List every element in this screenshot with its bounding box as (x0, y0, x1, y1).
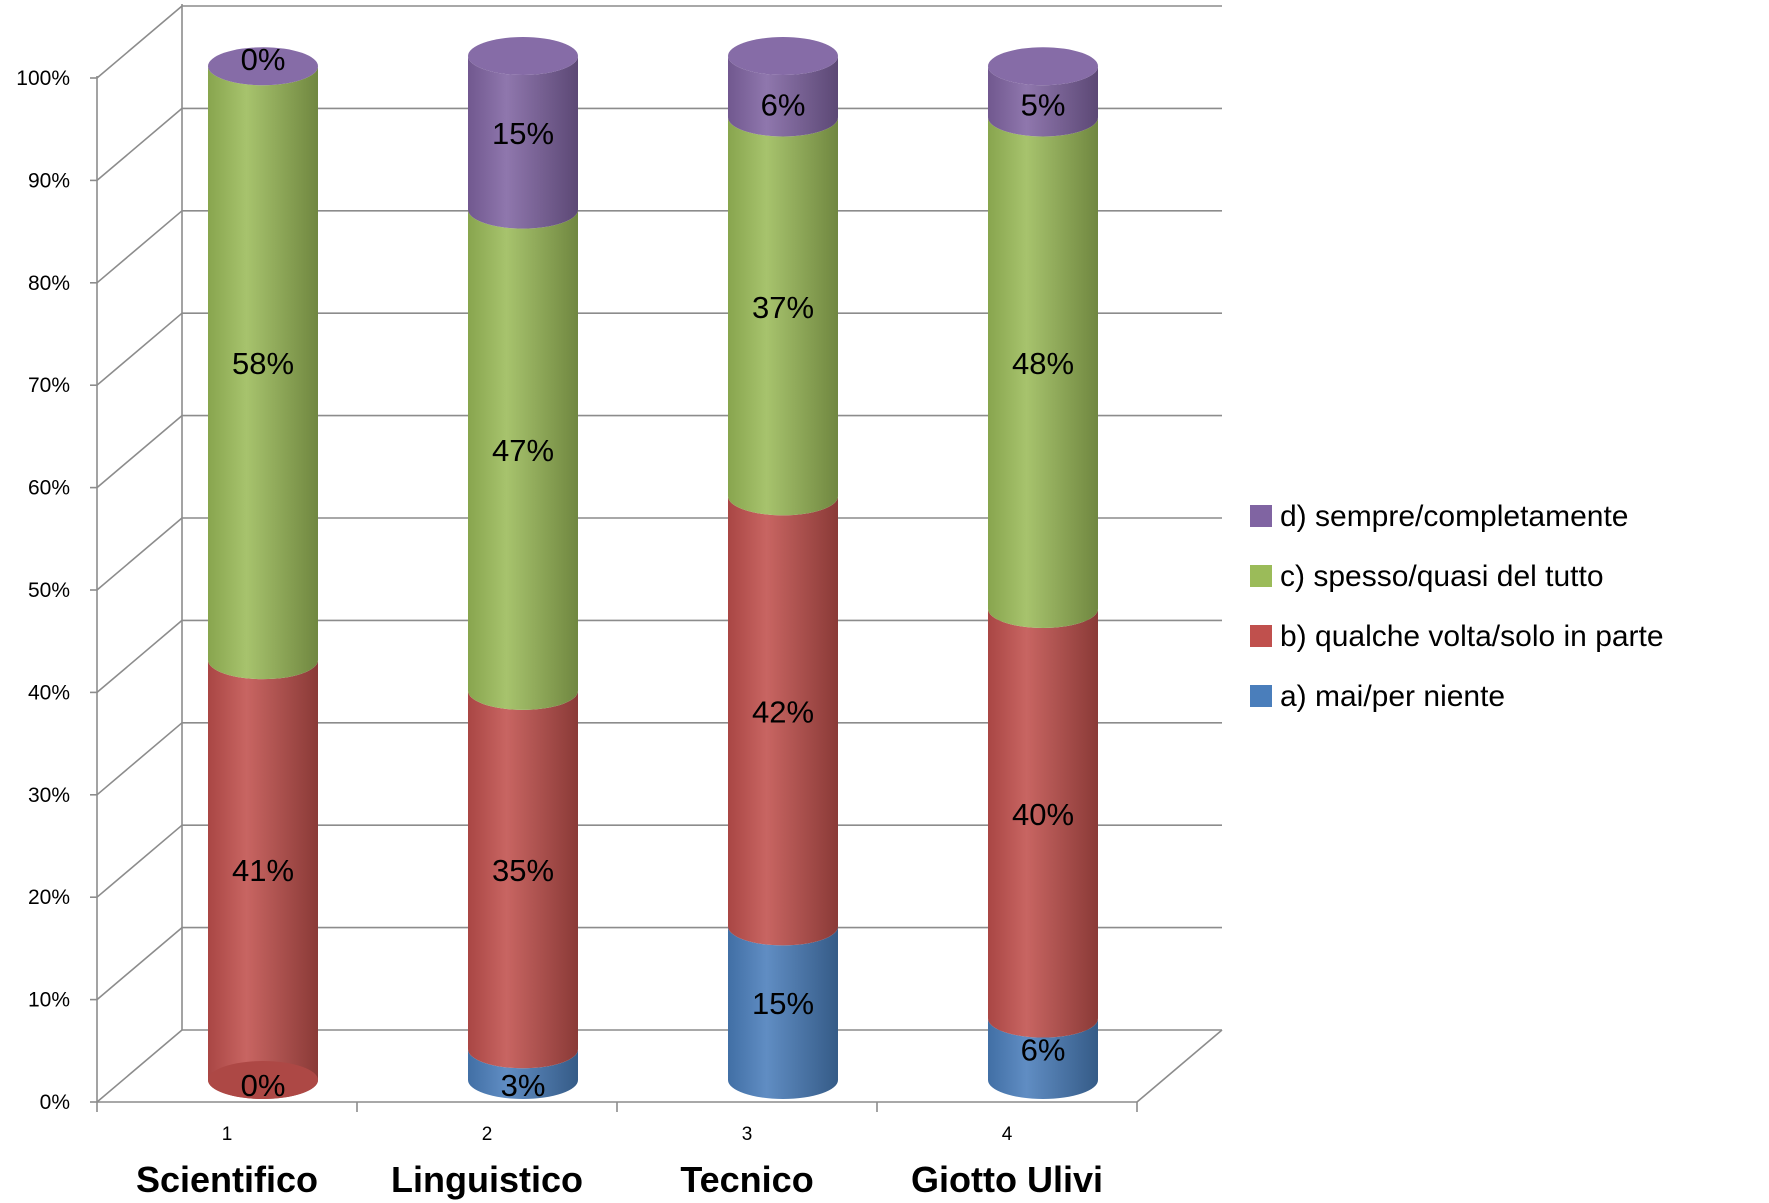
category-name-label: Giotto Ulivi (911, 1159, 1103, 1200)
data-label: 5% (1021, 87, 1066, 122)
gridline-diagonal (96, 210, 183, 284)
y-tick-label: 0% (40, 1091, 70, 1114)
legend-label: d) sempre/completamente (1280, 500, 1629, 533)
y-tick-label: 20% (28, 886, 70, 909)
y-tick-label: 100% (16, 67, 70, 90)
bar-segment (468, 690, 578, 1069)
legend-label: c) spesso/quasi del tutto (1280, 560, 1604, 593)
bar-segment (208, 66, 318, 680)
gridline-diagonal (96, 824, 183, 898)
cylinder-stack (468, 37, 578, 1099)
y-tick-label: 30% (28, 784, 70, 807)
data-label: 42% (752, 694, 814, 729)
legend-swatch (1250, 685, 1272, 707)
data-label: 47% (492, 433, 554, 468)
bar-segment (728, 926, 838, 1099)
gridline-diagonal (96, 926, 183, 1001)
legend-label: a) mai/per niente (1280, 680, 1505, 713)
data-label: 58% (232, 346, 294, 381)
gridline-diagonal (96, 619, 183, 694)
cylinder-stack (728, 37, 838, 1099)
legend-item: d) sempre/completamente (1250, 500, 1629, 533)
legend-item: a) mai/per niente (1250, 680, 1505, 713)
x-tick-label: 2 (482, 1124, 493, 1145)
legend-swatch (1250, 565, 1272, 587)
bar-top-cap (468, 37, 578, 75)
x-tick-label: 3 (742, 1124, 753, 1145)
legend: d) sempre/completamente c) spesso/quasi d… (1250, 500, 1664, 713)
bar-segment (988, 66, 1098, 137)
data-label: 6% (1021, 1032, 1066, 1067)
legend-label: b) qualche volta/solo in parte (1280, 620, 1664, 653)
legend-item: b) qualche volta/solo in parte (1250, 620, 1664, 653)
legend-swatch (1250, 625, 1272, 647)
cylinder-stack (988, 47, 1098, 1099)
bar-bottom-cap (208, 1061, 318, 1099)
bar-segment (728, 117, 838, 516)
bar-top-cap (728, 37, 838, 75)
legend-swatch (1250, 505, 1272, 527)
y-tick-label: 50% (28, 579, 70, 602)
floor-right-edge (1136, 1029, 1223, 1103)
bar-segment (988, 117, 1098, 628)
gridline-diagonal (96, 1029, 183, 1103)
data-label: 37% (752, 290, 814, 325)
data-label: 41% (232, 853, 294, 888)
data-label: 40% (1012, 797, 1074, 832)
bar-segment (728, 496, 838, 946)
data-labels-layer: 0% 41% 58% 0% 3% 35% 47% 15% 15% 42% 37% 6% 6% 40% 48%… (232, 42, 1074, 1103)
gridline-diagonal (96, 414, 183, 489)
data-label: 0% (241, 1068, 286, 1103)
bar-segment (988, 608, 1098, 1038)
axis-layer: 0%10%20%30%40%50%60%70%80%90%100%1Scient… (16, 67, 1138, 1200)
data-label: 35% (492, 853, 554, 888)
category-name-label: Tecnico (680, 1159, 813, 1200)
bar-top-cap (208, 47, 318, 86)
cylinder-stack (208, 47, 318, 1099)
gridline-diagonal (96, 5, 183, 79)
data-label: 15% (492, 116, 554, 151)
data-label: 6% (761, 87, 806, 122)
y-tick-label: 40% (28, 681, 70, 704)
bar-segment (208, 660, 318, 1099)
y-tick-label: 60% (28, 477, 70, 500)
x-tick-label: 1 (222, 1124, 233, 1145)
bar-segment (468, 209, 578, 710)
y-tick-label: 80% (28, 272, 70, 295)
category-name-label: Linguistico (391, 1159, 583, 1200)
y-tick-label: 10% (28, 989, 70, 1012)
category-name-label: Scientifico (136, 1159, 318, 1200)
data-label: 15% (752, 986, 814, 1021)
bar-segment (468, 1049, 578, 1099)
bar-top-cap (988, 47, 1098, 86)
data-label: 3% (501, 1068, 546, 1103)
y-tick-label: 90% (28, 169, 70, 192)
data-label: 48% (1012, 346, 1074, 381)
gridline-diagonal (96, 312, 183, 386)
x-tick-label: 4 (1002, 1124, 1013, 1145)
gridline-diagonal (96, 722, 183, 796)
bar-segment (988, 1018, 1098, 1099)
bar-segment (468, 56, 578, 229)
bar-segment (728, 56, 838, 137)
gridline-diagonal (96, 517, 183, 591)
y-tick-label: 70% (28, 374, 70, 397)
gridline-diagonal (96, 107, 183, 182)
data-label: 0% (241, 42, 286, 77)
legend-item: c) spesso/quasi del tutto (1250, 560, 1604, 593)
bars-layer (208, 37, 1098, 1099)
